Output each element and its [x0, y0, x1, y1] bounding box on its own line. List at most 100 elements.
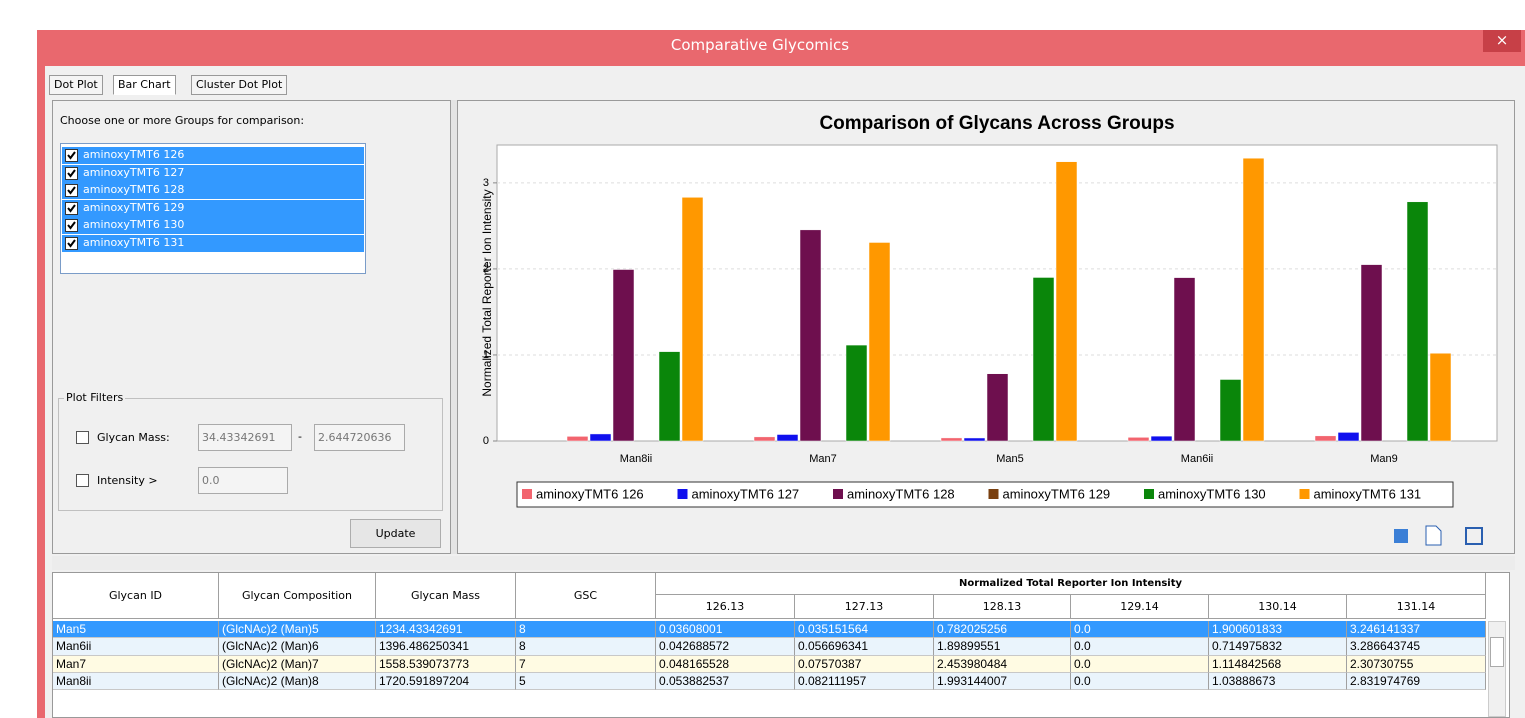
table-cell[interactable]: 0.0	[1071, 621, 1209, 639]
table-cell[interactable]: 0.782025256	[934, 621, 1071, 639]
table-cell[interactable]: 0.048165528	[656, 655, 795, 673]
table-cell[interactable]: 2.30730755	[1347, 655, 1486, 673]
intensity-input[interactable]: 0.0	[198, 467, 288, 494]
check-path	[67, 151, 76, 160]
table-cell[interactable]: 0.056696341	[795, 638, 934, 656]
table-cell[interactable]: 1234.43342691	[376, 621, 516, 639]
legend-swatch	[833, 489, 843, 499]
scroll-thumb[interactable]	[1490, 637, 1504, 667]
bar	[1032, 277, 1055, 442]
table-cell[interactable]: 0.0	[1071, 638, 1209, 656]
check-mark	[67, 168, 76, 178]
table-cell[interactable]: 0.0	[1071, 655, 1209, 673]
table-cell[interactable]: 0.07570387	[795, 655, 934, 673]
table-cell[interactable]: 3.286643745	[1347, 638, 1486, 656]
group-checkbox[interactable]	[65, 201, 78, 215]
table-cell[interactable]: 0.0	[1071, 672, 1209, 691]
sub-header: 128.13	[934, 595, 1071, 619]
group-checkbox[interactable]	[65, 184, 78, 197]
splitter[interactable]	[451, 100, 457, 554]
table-cell[interactable]: 0.03608001	[656, 621, 795, 639]
update-button[interactable]: Update	[350, 519, 441, 548]
zoom-icon[interactable]	[1465, 527, 1483, 545]
legend-swatch	[988, 489, 999, 499]
group-item[interactable]: aminoxyTMT6 127	[62, 164, 364, 182]
table-cell[interactable]: 8	[516, 621, 656, 639]
group-checkbox[interactable]	[65, 219, 78, 232]
scrollbar[interactable]	[1488, 621, 1506, 717]
table-cell[interactable]: 7	[516, 655, 656, 673]
table-cell[interactable]: 1558.539073773	[376, 655, 516, 673]
tab[interactable]: Dot Plot	[49, 75, 103, 95]
table-cell[interactable]: 2.831974769	[1347, 672, 1486, 691]
group-checkbox[interactable]	[65, 236, 78, 250]
tab[interactable]: Cluster Dot Plot	[191, 75, 288, 95]
intensity-label: Intensity >	[97, 474, 158, 487]
mass-max-input[interactable]: 2.644720636	[314, 424, 405, 451]
tab-selected[interactable]: Bar Chart	[113, 75, 176, 95]
y-tick-label: 2	[483, 263, 489, 275]
table-cell[interactable]: 0.082111957	[795, 672, 934, 691]
bar	[1173, 277, 1196, 442]
table-cell[interactable]: 3.246141337	[1347, 621, 1486, 639]
mass-checkbox[interactable]	[76, 431, 89, 444]
table-cell[interactable]: 1.993144007	[934, 672, 1071, 691]
group-item[interactable]: aminoxyTMT6 131	[62, 234, 364, 252]
x-tick-label: Man8ii	[620, 453, 652, 465]
table-cell[interactable]: 2.453980484	[934, 655, 1071, 673]
group-label: aminoxyTMT6 130	[83, 218, 185, 231]
table-cell[interactable]: Man7	[53, 655, 219, 673]
legend-label: aminoxyTMT6 129	[1003, 486, 1111, 501]
table-cell[interactable]: 8	[516, 638, 656, 656]
x-tick-label: Man5	[996, 453, 1024, 465]
group-item[interactable]: aminoxyTMT6 129	[62, 199, 364, 217]
legend-label: aminoxyTMT6 128	[847, 486, 955, 501]
export-icon[interactable]	[1425, 525, 1442, 546]
table-cell[interactable]: 1.900601833	[1209, 621, 1347, 639]
table-cell[interactable]: Man8ii	[53, 672, 219, 691]
group-item[interactable]: aminoxyTMT6 128	[62, 182, 364, 199]
check-path	[67, 186, 76, 195]
window-title: Comparative Glycomics	[670, 36, 850, 54]
group-item[interactable]: aminoxyTMT6 126	[62, 147, 364, 164]
table-cell[interactable]: 0.053882537	[656, 672, 795, 691]
splitter[interactable]	[52, 556, 1515, 570]
fit-icon[interactable]	[1394, 529, 1408, 543]
intensity-checkbox[interactable]	[76, 474, 89, 487]
table-cell[interactable]: 0.714975832	[1209, 638, 1347, 656]
group-label: aminoxyTMT6 131	[83, 235, 185, 249]
group-label: aminoxyTMT6 127	[83, 165, 185, 179]
table-cell[interactable]: 0.035151564	[795, 621, 934, 639]
mass-min-input[interactable]: 34.43342691	[198, 424, 292, 451]
legend-label: aminoxyTMT6 127	[692, 486, 800, 501]
bar	[566, 436, 589, 442]
bar	[1337, 432, 1360, 442]
column-header: Glycan ID	[53, 573, 219, 619]
table-cell[interactable]: 1.114842568	[1209, 655, 1347, 673]
table-cell[interactable]: 1720.591897204	[376, 672, 516, 691]
table-cell[interactable]: (GlcNAc)2 (Man)5	[219, 621, 376, 639]
legend-swatch	[1144, 489, 1154, 499]
group-checkbox[interactable]	[65, 166, 78, 180]
table-cell[interactable]: (GlcNAc)2 (Man)8	[219, 672, 376, 691]
table-cell[interactable]: 5	[516, 672, 656, 691]
group-checkbox[interactable]	[65, 149, 78, 162]
bar	[753, 436, 776, 442]
check-path	[67, 203, 76, 213]
x-tick-label: Man9	[1370, 453, 1398, 465]
table-cell[interactable]: (GlcNAc)2 (Man)7	[219, 655, 376, 673]
column-header: GSC	[516, 573, 656, 619]
table-cell[interactable]: Man5	[53, 621, 219, 639]
check-path	[67, 168, 76, 178]
table-cell[interactable]: Man6ii	[53, 638, 219, 656]
bar	[1242, 157, 1265, 442]
table-cell[interactable]: (GlcNAc)2 (Man)6	[219, 638, 376, 656]
table-cell[interactable]: 1.89899551	[934, 638, 1071, 656]
column-header: Glycan Composition	[219, 573, 376, 619]
table-cell[interactable]: 0.042688572	[656, 638, 795, 656]
table-cell[interactable]: 1396.486250341	[376, 638, 516, 656]
group-item[interactable]: aminoxyTMT6 130	[62, 217, 364, 234]
table-cell[interactable]: 1.03888673	[1209, 672, 1347, 691]
sub-header: 126.13	[656, 595, 795, 619]
close-button[interactable]: ×	[1483, 30, 1521, 52]
